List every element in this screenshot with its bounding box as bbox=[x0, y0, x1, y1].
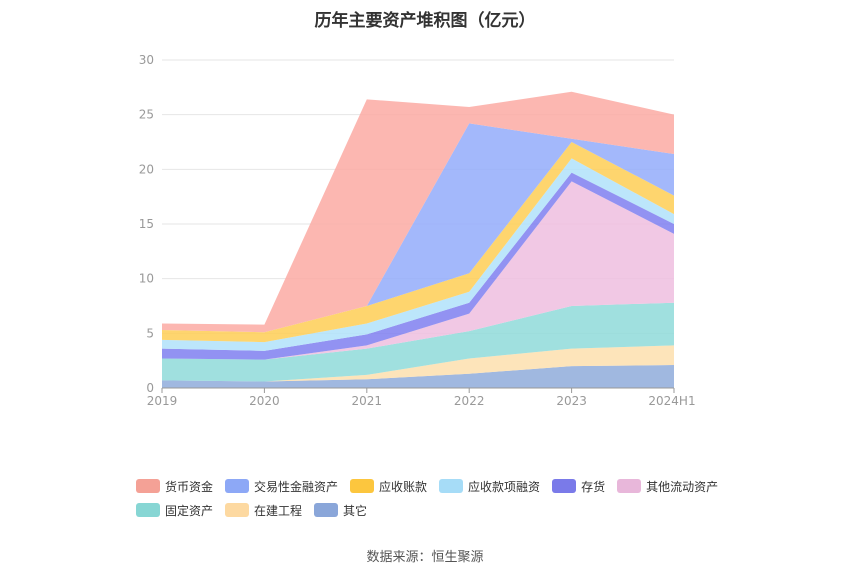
area-series-8 bbox=[162, 91, 674, 333]
legend-label: 在建工程 bbox=[254, 503, 303, 518]
legend-item[interactable]: 交易性金融资产 bbox=[225, 478, 338, 495]
x-tick-label-2: 2021 bbox=[352, 394, 383, 408]
legend-swatch bbox=[617, 479, 642, 493]
x-tick-label-3: 2022 bbox=[454, 394, 485, 408]
legend-swatch bbox=[314, 503, 339, 517]
y-tick-label-10: 10 bbox=[139, 272, 154, 286]
chart-title: 历年主要资产堆积图（亿元） bbox=[314, 11, 536, 31]
legend-item[interactable]: 在建工程 bbox=[225, 502, 302, 519]
legend: 货币资金 交易性金融资产 应收账款 应收款项融资 存货 其他流动资产 固定资产 在建工程 其它 bbox=[136, 474, 736, 522]
legend-label: 存货 bbox=[581, 479, 606, 494]
legend-label: 固定资产 bbox=[165, 503, 214, 518]
legend-swatch bbox=[225, 503, 250, 517]
stacked-area-chart: 0 5 10 15 20 25 30 2019 2020 2021 2022 2023 2024H1 bbox=[139, 53, 696, 408]
legend-swatch bbox=[439, 479, 464, 493]
legend-swatch bbox=[136, 503, 160, 517]
legend-swatch bbox=[552, 479, 577, 493]
area-series-4 bbox=[162, 172, 674, 360]
legend-row-1: 货币资金 交易性金融资产 应收账款 应收款项融资 存货 其他流动资产 bbox=[136, 474, 736, 498]
x-tick-label-1: 2020 bbox=[249, 394, 280, 408]
legend-swatch bbox=[225, 479, 250, 493]
y-tick-label-5: 5 bbox=[146, 326, 154, 340]
legend-item[interactable]: 应收账款 bbox=[350, 478, 427, 495]
area-series-6 bbox=[162, 142, 674, 343]
legend-item[interactable]: 应收款项融资 bbox=[439, 478, 540, 495]
area-series-0 bbox=[162, 365, 674, 388]
y-tick-label-20: 20 bbox=[139, 162, 154, 176]
legend-label: 其他流动资产 bbox=[646, 479, 719, 494]
x-tick-label-0: 2019 bbox=[147, 394, 178, 408]
legend-row-2: 固定资产 在建工程 其它 bbox=[136, 498, 736, 522]
legend-item[interactable]: 货币资金 bbox=[136, 478, 213, 495]
source-note: 数据来源：恒生聚源 bbox=[366, 550, 484, 565]
legend-item[interactable]: 其它 bbox=[314, 502, 367, 519]
legend-swatch bbox=[136, 479, 160, 493]
area-series-5 bbox=[162, 158, 674, 351]
y-tick-label-25: 25 bbox=[139, 108, 154, 122]
legend-label: 交易性金融资产 bbox=[254, 479, 339, 494]
area-series-2 bbox=[162, 302, 674, 382]
legend-swatch bbox=[350, 479, 375, 493]
legend-item[interactable]: 固定资产 bbox=[136, 502, 213, 519]
legend-label: 货币资金 bbox=[165, 479, 214, 494]
x-tick-label-5: 2024H1 bbox=[648, 394, 695, 408]
legend-label: 应收账款 bbox=[379, 479, 428, 494]
legend-item[interactable]: 存货 bbox=[552, 478, 605, 495]
area-series-1 bbox=[162, 345, 674, 382]
area-series-7 bbox=[162, 123, 674, 333]
y-tick-label-30: 30 bbox=[139, 53, 154, 67]
y-tick-label-15: 15 bbox=[139, 217, 154, 231]
area-series-3 bbox=[162, 181, 674, 360]
y-tick-label-0: 0 bbox=[146, 381, 154, 395]
legend-label: 应收款项融资 bbox=[468, 479, 541, 494]
legend-item[interactable]: 其他流动资产 bbox=[617, 478, 718, 495]
area-series-layer bbox=[162, 91, 674, 388]
x-tick-label-4: 2023 bbox=[556, 394, 587, 408]
axes: 0 5 10 15 20 25 30 2019 2020 2021 2022 2023 2024H1 bbox=[139, 53, 696, 408]
legend-label: 其它 bbox=[343, 503, 368, 518]
